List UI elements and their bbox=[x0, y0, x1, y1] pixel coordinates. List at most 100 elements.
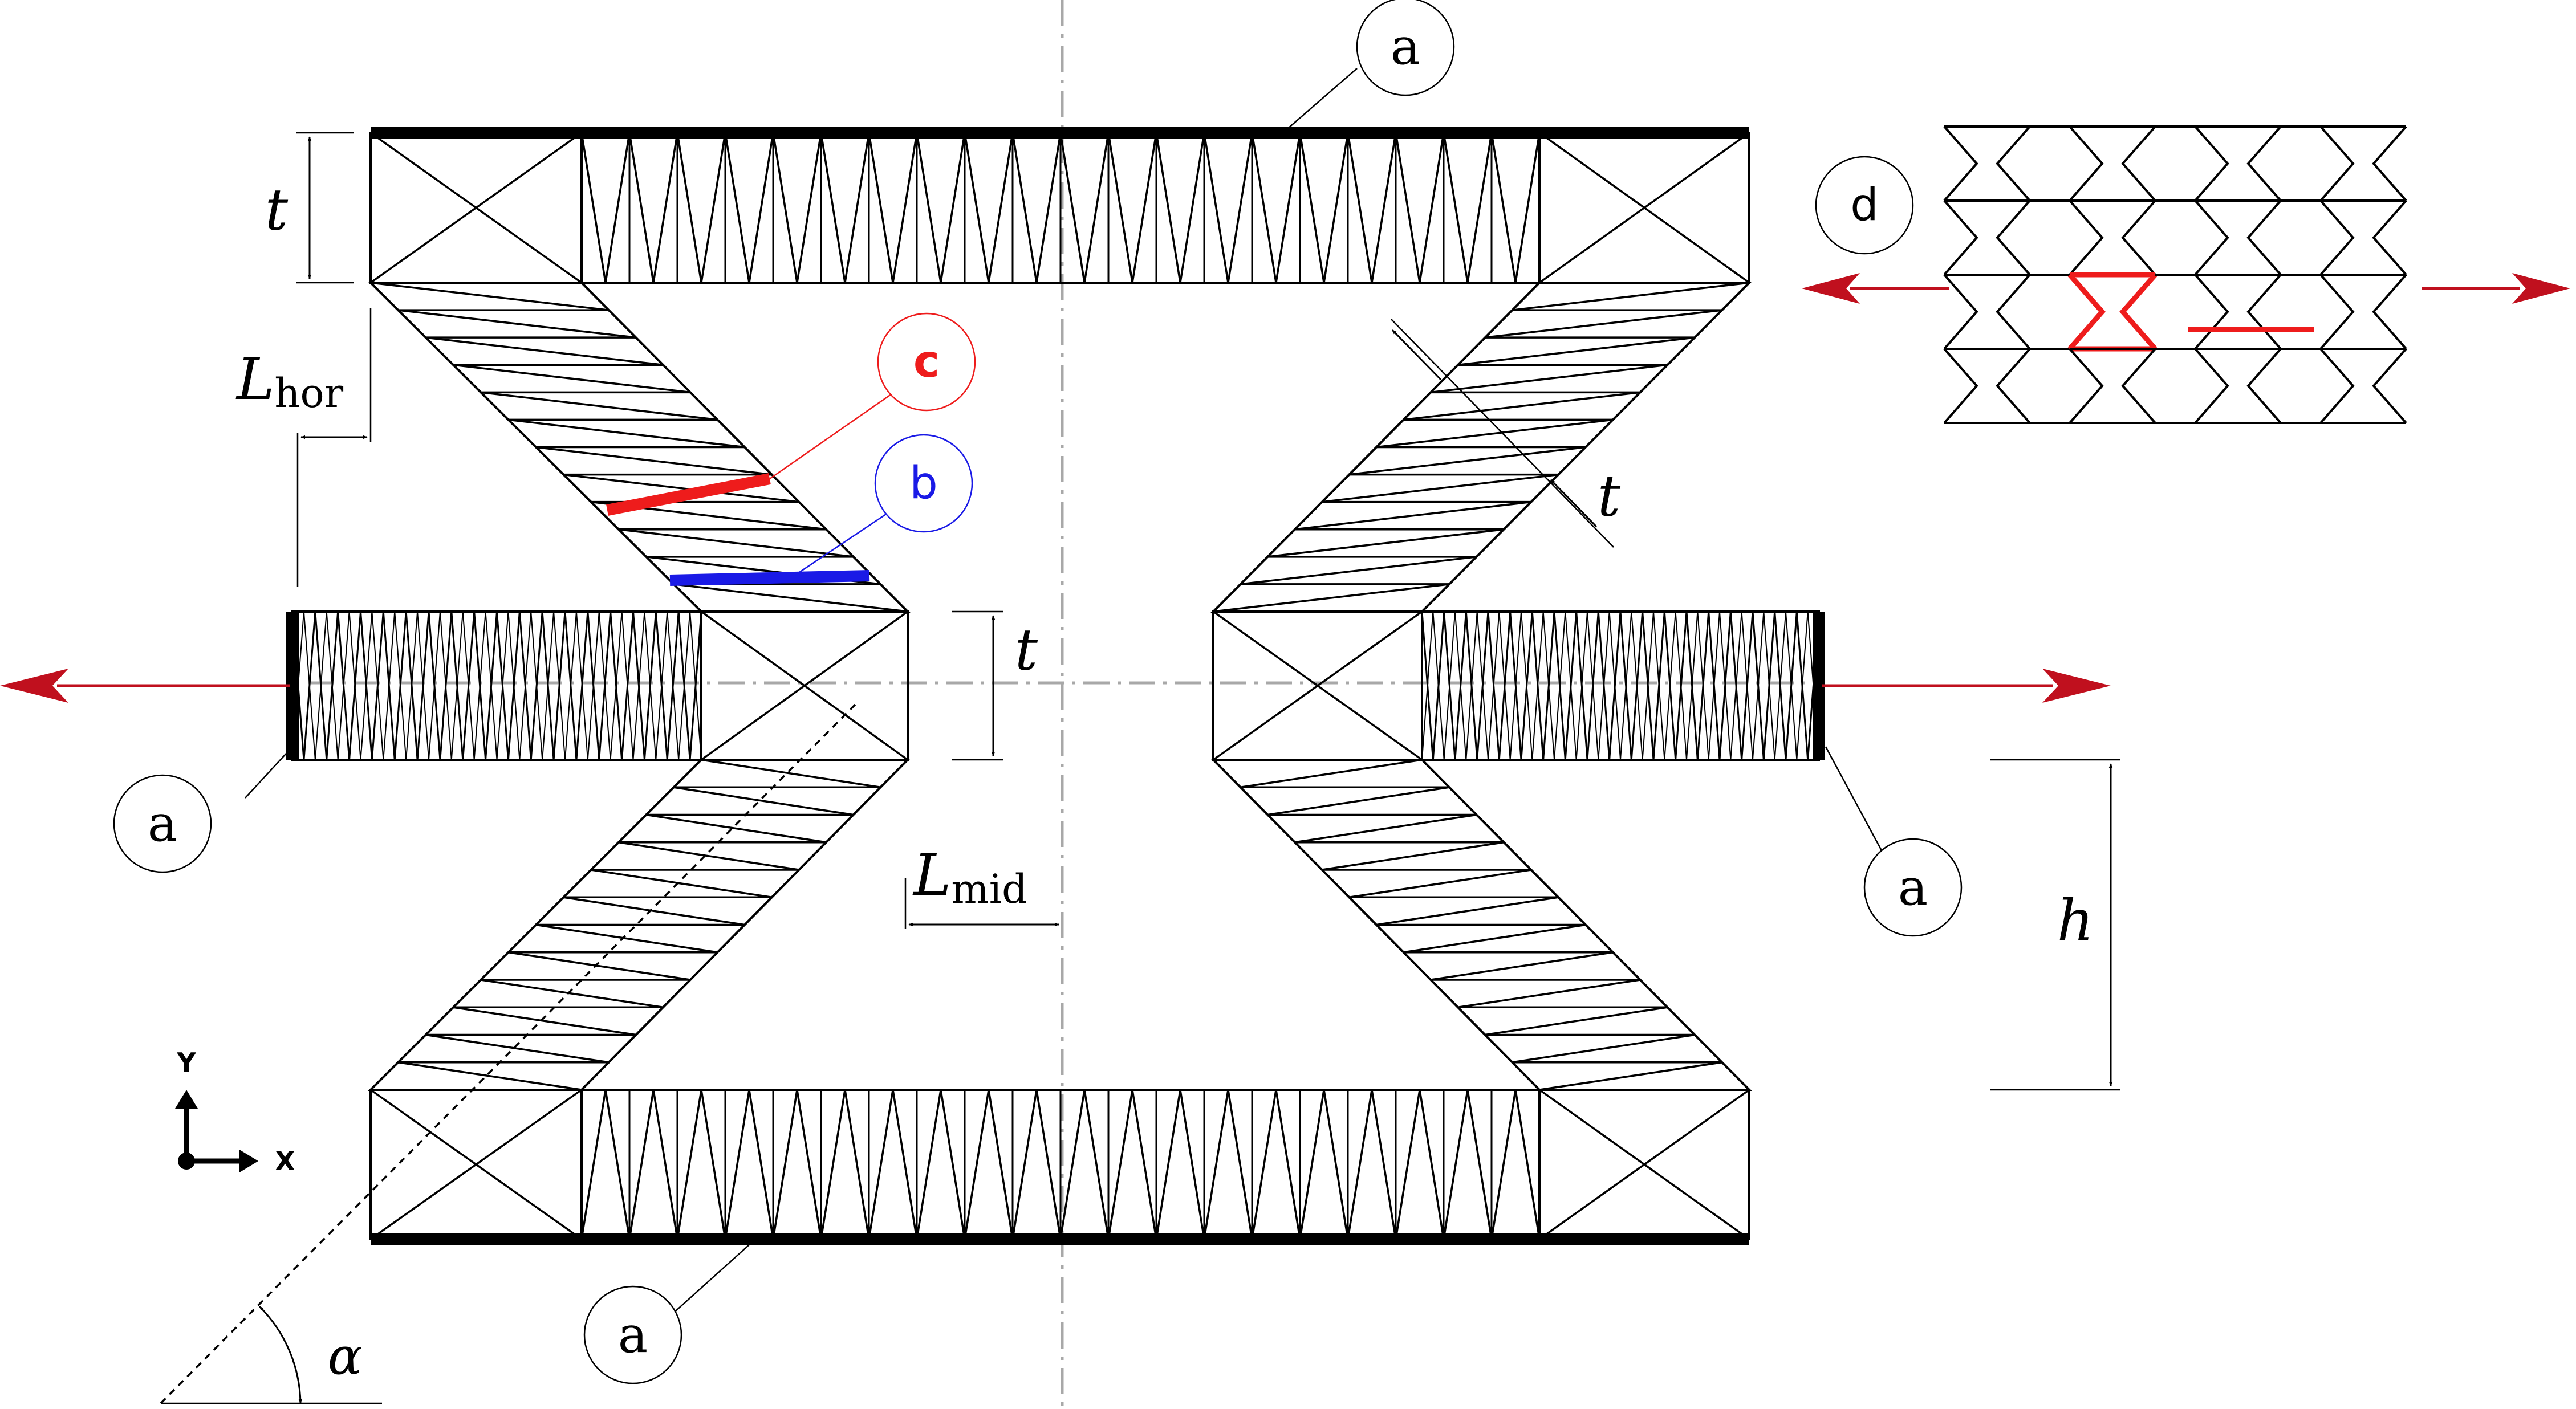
strut bbox=[530, 611, 543, 760]
callouts: a a a a c b d bbox=[113, 0, 1963, 1384]
strut bbox=[632, 611, 645, 760]
strut bbox=[303, 611, 316, 760]
strut bbox=[1240, 556, 1477, 585]
callout-a-bottom: a bbox=[583, 1285, 682, 1384]
strut bbox=[1179, 1089, 1205, 1240]
unit-cell-strut bbox=[1996, 199, 2031, 276]
strut bbox=[1376, 418, 1614, 449]
strut bbox=[580, 1089, 607, 1240]
strut bbox=[326, 611, 339, 760]
strut bbox=[1431, 951, 1614, 981]
strut bbox=[1403, 391, 1640, 421]
strut bbox=[485, 611, 498, 760]
strut bbox=[369, 1089, 583, 1240]
left-load-arrow bbox=[0, 669, 68, 703]
strut bbox=[1587, 611, 1599, 760]
unit-cell-strut bbox=[2067, 273, 2106, 351]
unit-cell-strut bbox=[2319, 125, 2355, 202]
strut bbox=[1432, 611, 1445, 760]
strut bbox=[1485, 309, 1722, 339]
strut bbox=[700, 1089, 726, 1240]
symbol-t-top: t bbox=[265, 177, 289, 243]
strut bbox=[621, 611, 634, 760]
unit-cell-strut bbox=[2319, 199, 2355, 276]
unit-cell-strut bbox=[1943, 274, 1978, 350]
callout-a-right: a bbox=[1863, 838, 1963, 937]
strut bbox=[678, 611, 691, 760]
unit-cell-strut bbox=[2069, 199, 2104, 276]
strut bbox=[772, 132, 798, 283]
strut bbox=[587, 611, 600, 760]
unit-cell-strut bbox=[2372, 199, 2407, 276]
strut bbox=[508, 418, 745, 449]
strut bbox=[646, 813, 827, 844]
strut bbox=[575, 611, 588, 760]
strut bbox=[844, 1089, 870, 1240]
strut bbox=[563, 896, 745, 926]
strut bbox=[1708, 611, 1720, 760]
unit-cell-strut bbox=[2372, 125, 2407, 202]
alpha-arc bbox=[258, 1305, 303, 1404]
strut bbox=[481, 979, 664, 1008]
strut bbox=[1531, 611, 1544, 760]
strut bbox=[1299, 132, 1325, 283]
strut bbox=[652, 132, 678, 283]
strut bbox=[1349, 869, 1531, 898]
strut bbox=[1371, 1089, 1397, 1240]
strut bbox=[1240, 759, 1423, 788]
strut bbox=[591, 869, 772, 898]
callout-a-bottom-label: a bbox=[618, 1306, 648, 1365]
strut bbox=[398, 1061, 582, 1091]
callout-c-label: c bbox=[913, 336, 940, 388]
loading-bars bbox=[286, 127, 1825, 1245]
strut bbox=[644, 611, 657, 760]
strut bbox=[1752, 611, 1765, 760]
strut bbox=[1443, 1089, 1469, 1240]
load-arrows bbox=[0, 669, 2111, 703]
strut bbox=[988, 132, 1014, 283]
strut-c bbox=[606, 473, 771, 516]
strut bbox=[371, 611, 384, 760]
strut bbox=[1322, 473, 1559, 503]
strut bbox=[1512, 282, 1750, 311]
strut bbox=[892, 132, 918, 283]
strut bbox=[1538, 132, 1750, 284]
strut bbox=[394, 611, 407, 760]
strut bbox=[383, 611, 396, 760]
strut bbox=[700, 132, 726, 283]
symbol-t-diagonal: t bbox=[1598, 463, 1621, 530]
symbol-l-mid: Lmid bbox=[912, 842, 1027, 913]
unit-cell-strut bbox=[2246, 274, 2282, 350]
strut bbox=[964, 132, 990, 283]
strut bbox=[1155, 132, 1181, 283]
strut bbox=[1275, 1089, 1301, 1240]
strut bbox=[1251, 132, 1277, 283]
strut bbox=[916, 1089, 942, 1240]
strut bbox=[348, 611, 361, 760]
strut bbox=[1509, 611, 1522, 760]
strut bbox=[724, 1089, 750, 1240]
strut bbox=[425, 336, 664, 366]
strut bbox=[667, 611, 680, 760]
strut bbox=[360, 611, 373, 760]
strut bbox=[1785, 611, 1798, 760]
unit-cell-strut bbox=[2319, 348, 2355, 424]
strut bbox=[1514, 132, 1541, 283]
symbol-h: h bbox=[2057, 887, 2094, 954]
strut bbox=[535, 446, 772, 476]
unit-cell-strut bbox=[2069, 348, 2104, 424]
strut bbox=[1212, 610, 1423, 761]
strut bbox=[496, 611, 509, 760]
right-load-arrow bbox=[2042, 669, 2111, 703]
unit-cell-strut bbox=[2246, 199, 2282, 276]
strut bbox=[598, 611, 611, 760]
strut bbox=[417, 611, 429, 760]
unit-cell-strut bbox=[2372, 348, 2407, 424]
lattice-frame bbox=[291, 132, 1820, 1240]
strut bbox=[1498, 611, 1511, 760]
strut bbox=[701, 759, 881, 788]
callout-a-top-label: a bbox=[1391, 18, 1420, 76]
strut bbox=[1631, 611, 1643, 760]
strut bbox=[748, 132, 774, 283]
strut bbox=[689, 611, 702, 760]
